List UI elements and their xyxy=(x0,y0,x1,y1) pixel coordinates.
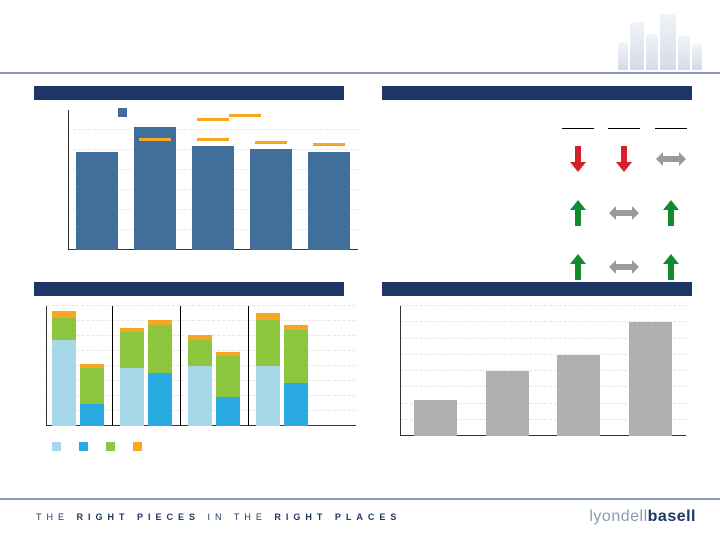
marker-dash xyxy=(197,118,229,121)
stacked-bar xyxy=(52,311,76,426)
marker-dash xyxy=(313,143,345,146)
tagline-part: IN THE xyxy=(200,512,274,522)
stacked-bar xyxy=(120,328,144,426)
legend-swatch xyxy=(133,442,142,451)
column-underline xyxy=(608,128,640,129)
stacked-bar-chart-bl xyxy=(46,306,356,426)
legend-swatch xyxy=(52,442,61,451)
chess-decoration xyxy=(610,0,710,70)
footer: THE RIGHT PIECES IN THE RIGHT PLACES lyo… xyxy=(0,498,720,526)
arrow-flat-icon xyxy=(608,198,640,228)
stacked-bar xyxy=(216,352,240,426)
legend-swatch xyxy=(79,442,88,451)
arrow-flat-icon xyxy=(608,252,640,282)
marker-dash xyxy=(229,114,261,117)
panel-header-bar xyxy=(34,86,344,100)
footer-tagline: THE RIGHT PIECES IN THE RIGHT PLACES xyxy=(0,512,401,522)
legend xyxy=(52,442,142,451)
legend-swatch xyxy=(118,108,127,117)
arrow-up-icon xyxy=(655,198,687,228)
arrow-grid xyxy=(382,100,692,280)
tagline-part-bold: RIGHT PIECES xyxy=(77,512,201,522)
column-underline xyxy=(562,128,594,129)
bar xyxy=(414,400,457,436)
panel-header-bar xyxy=(382,282,692,296)
arrow-up-icon xyxy=(655,252,687,282)
bar-chart-br xyxy=(400,306,686,436)
arrow-down-icon xyxy=(562,144,594,174)
panel-header-bar xyxy=(382,86,692,100)
column-underline xyxy=(655,128,687,129)
stacked-bar xyxy=(148,320,172,426)
bar xyxy=(629,322,672,436)
quadrant-top-left xyxy=(34,86,344,280)
panel-header-bar xyxy=(34,282,344,296)
tagline-part: THE xyxy=(36,512,77,522)
stacked-bar xyxy=(80,364,104,426)
quadrant-bottom-left xyxy=(34,282,344,472)
arrow-up-icon xyxy=(562,252,594,282)
stacked-bar xyxy=(188,335,212,426)
quadrant-bottom-right xyxy=(382,282,692,472)
tagline-part-bold: RIGHT PLACES xyxy=(274,512,401,522)
arrow-up-icon xyxy=(562,198,594,228)
arrow-flat-icon xyxy=(655,144,687,174)
logo-part: lyondell xyxy=(589,508,647,525)
marker-dash xyxy=(255,141,287,144)
bar-chart-tl xyxy=(68,110,358,250)
arrow-down-icon xyxy=(608,144,640,174)
bar xyxy=(557,355,600,436)
marker-dash xyxy=(197,138,229,141)
top-divider xyxy=(0,72,720,74)
bar xyxy=(486,371,529,436)
stacked-bar xyxy=(284,325,308,426)
marker-dash xyxy=(139,138,171,141)
quadrant-top-right xyxy=(382,86,692,280)
brand-logo: lyondellbasell xyxy=(589,508,720,526)
logo-part-bold: basell xyxy=(648,508,696,525)
legend-swatch xyxy=(106,442,115,451)
stacked-bar xyxy=(256,313,280,426)
